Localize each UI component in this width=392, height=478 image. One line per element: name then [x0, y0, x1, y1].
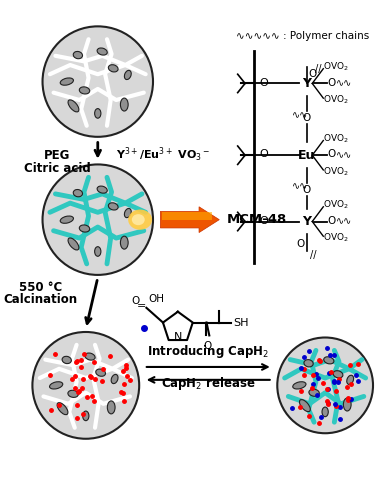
Text: CapH$_2$ release: CapH$_2$ release: [161, 375, 256, 392]
Text: O: O: [203, 341, 212, 351]
Ellipse shape: [96, 369, 105, 376]
Text: ∿∿∿∿∿ : Polymer chains: ∿∿∿∿∿ : Polymer chains: [236, 31, 369, 41]
Ellipse shape: [97, 48, 107, 55]
Text: O: O: [309, 69, 317, 79]
Text: PEG: PEG: [44, 149, 71, 162]
Ellipse shape: [107, 401, 115, 414]
Ellipse shape: [124, 70, 131, 79]
Text: OVO$_2$: OVO$_2$: [323, 232, 349, 244]
Circle shape: [43, 164, 153, 275]
Text: O: O: [327, 216, 335, 226]
Ellipse shape: [324, 357, 334, 364]
Ellipse shape: [57, 402, 68, 415]
Ellipse shape: [68, 238, 79, 250]
Text: Citric acid: Citric acid: [24, 162, 91, 175]
Text: OVO$_2$: OVO$_2$: [323, 94, 349, 106]
Ellipse shape: [124, 208, 131, 217]
Text: OH: OH: [148, 293, 164, 304]
Text: ∿∿: ∿∿: [292, 182, 308, 192]
Ellipse shape: [108, 65, 118, 72]
Ellipse shape: [73, 52, 82, 59]
FancyArrow shape: [160, 207, 219, 233]
Text: O: O: [327, 77, 335, 87]
Text: 550 °C: 550 °C: [19, 281, 62, 293]
Text: //: //: [310, 250, 317, 260]
Ellipse shape: [108, 203, 118, 210]
Ellipse shape: [293, 382, 306, 389]
Ellipse shape: [83, 411, 89, 421]
Text: N: N: [174, 333, 182, 343]
Ellipse shape: [68, 390, 78, 397]
Text: O: O: [131, 296, 140, 306]
Circle shape: [33, 332, 139, 439]
Ellipse shape: [128, 209, 152, 230]
Ellipse shape: [343, 398, 351, 411]
Ellipse shape: [85, 353, 95, 360]
Circle shape: [43, 26, 153, 137]
Ellipse shape: [68, 100, 79, 112]
Text: O: O: [303, 113, 311, 123]
Ellipse shape: [299, 400, 310, 412]
Ellipse shape: [94, 247, 101, 256]
Ellipse shape: [60, 216, 73, 223]
Text: Y: Y: [302, 215, 311, 228]
Text: O: O: [303, 185, 311, 195]
Text: //: //: [315, 64, 321, 74]
Text: O: O: [297, 239, 305, 249]
Circle shape: [277, 337, 373, 433]
Text: O: O: [260, 216, 269, 226]
Text: Y$^{3+}$/Eu$^{3+}$ VO$_3$$^-$: Y$^{3+}$/Eu$^{3+}$ VO$_3$$^-$: [116, 146, 210, 164]
Ellipse shape: [60, 78, 73, 85]
Ellipse shape: [304, 359, 313, 367]
Ellipse shape: [333, 371, 343, 378]
Text: O: O: [260, 149, 269, 159]
Text: MCM-48: MCM-48: [227, 213, 287, 226]
Text: ∿∿: ∿∿: [292, 110, 308, 120]
Ellipse shape: [79, 87, 90, 94]
Text: ∿∿: ∿∿: [336, 150, 352, 160]
Ellipse shape: [120, 98, 128, 111]
Ellipse shape: [62, 356, 71, 364]
Text: OVO$_2$: OVO$_2$: [323, 199, 349, 211]
Text: Introducing CapH$_2$: Introducing CapH$_2$: [147, 343, 269, 360]
Text: O: O: [327, 149, 335, 159]
Text: OVO$_2$: OVO$_2$: [323, 165, 349, 178]
Text: Y: Y: [302, 77, 311, 90]
FancyArrow shape: [162, 212, 212, 220]
Text: OVO$_2$: OVO$_2$: [323, 61, 349, 73]
Text: OVO$_2$: OVO$_2$: [323, 132, 349, 145]
Text: O: O: [260, 77, 269, 87]
Ellipse shape: [97, 186, 107, 193]
Text: ∿∿: ∿∿: [336, 217, 352, 227]
Text: =: =: [137, 301, 147, 311]
Ellipse shape: [347, 375, 354, 384]
Text: Calcination: Calcination: [4, 293, 78, 306]
Ellipse shape: [132, 214, 145, 225]
Ellipse shape: [73, 189, 82, 197]
Ellipse shape: [49, 382, 63, 389]
Ellipse shape: [79, 225, 90, 232]
Text: Eu: Eu: [298, 149, 316, 162]
Text: SH: SH: [233, 317, 249, 327]
Ellipse shape: [309, 389, 319, 396]
Ellipse shape: [111, 374, 118, 384]
Ellipse shape: [94, 109, 101, 118]
Ellipse shape: [120, 236, 128, 249]
Ellipse shape: [322, 407, 328, 417]
Text: ∿∿: ∿∿: [336, 78, 352, 88]
